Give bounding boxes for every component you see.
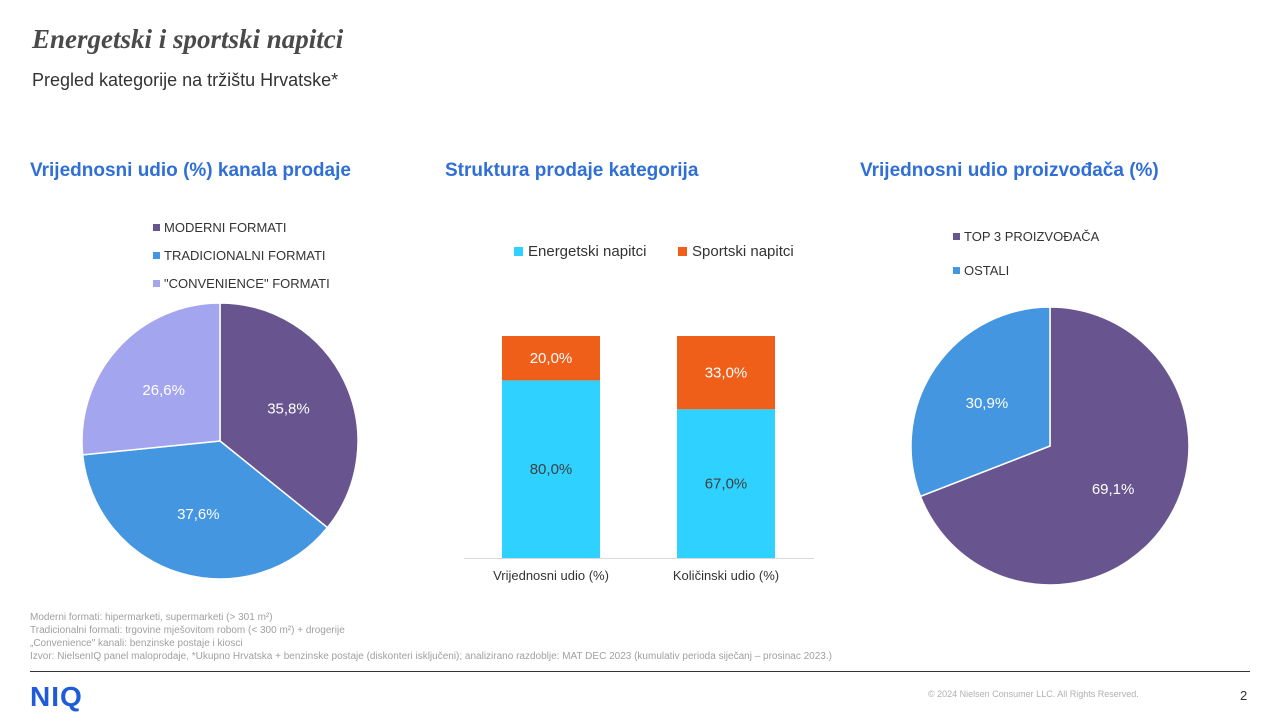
legend-label: TRADICIONALNI FORMATI xyxy=(164,248,326,263)
footnote-source: Izvor: NielsenIQ panel maloprodaje, *Uku… xyxy=(30,651,832,662)
page-title: Energetski i sportski napitci xyxy=(32,24,344,54)
legend-item-energetski: Energetski napitci xyxy=(514,243,646,260)
channel-share-slice-2 xyxy=(81,302,221,456)
footnote-moderni: Moderni formati: hipermarketi, supermark… xyxy=(30,612,273,623)
x-tick-label-0: Vrijednosni udio (%) xyxy=(493,568,609,583)
manufacturer-share-slice-label-1: 30,9% xyxy=(966,395,1009,412)
channel-share-slice-label-0: 35,8% xyxy=(267,400,310,417)
footnote-convenience: „Convenience" kanali: benzinske postaje … xyxy=(30,638,243,649)
legend-swatch xyxy=(153,224,160,231)
legend-label: TOP 3 PROIZVOĐAČA xyxy=(964,229,1100,244)
channel-share-slice-label-1: 37,6% xyxy=(177,506,220,523)
channel-share-slice-1 xyxy=(81,440,329,580)
channel-share-slice-0 xyxy=(219,302,359,529)
manufacturer-share-title: Vrijednosni udio proizvođača (%) xyxy=(860,160,1159,181)
legend-swatch xyxy=(153,252,160,259)
bar-0-series-1 xyxy=(502,336,600,381)
niq-logo: NIQ xyxy=(30,681,83,712)
bar-0-series-0 xyxy=(502,380,600,558)
legend-swatch xyxy=(953,233,960,240)
legend-label: OSTALI xyxy=(964,263,1010,278)
legend-label: Sportski napitci xyxy=(692,243,794,260)
bar-value-label-1-1: 33,0% xyxy=(705,365,748,382)
legend-swatch xyxy=(678,247,687,256)
bar-1-series-0 xyxy=(677,409,775,558)
page-subtitle: Pregled kategorije na tržištu Hrvatske* xyxy=(32,70,339,90)
legend-label: MODERNI FORMATI xyxy=(164,220,287,235)
footer-divider xyxy=(30,671,1250,672)
manufacturer-share-slice-label-0: 69,1% xyxy=(1092,481,1135,498)
legend-item-moderni: MODERNI FORMATI xyxy=(153,220,287,235)
copyright-notice: © 2024 Nielsen Consumer LLC. All Rights … xyxy=(928,689,1139,699)
bar-value-label-0-0: 80,0% xyxy=(530,461,573,478)
x-tick-label-1: Količinski udio (%) xyxy=(673,568,779,583)
page-number: 2 xyxy=(1240,688,1248,703)
legend-swatch xyxy=(153,280,160,287)
channel-share-slice-label-2: 26,6% xyxy=(142,382,185,399)
legend-item-ostali: OSTALI xyxy=(953,263,1009,278)
legend-item-sportski: Sportski napitci xyxy=(678,243,794,260)
category-structure-title: Struktura prodaje kategorija xyxy=(445,160,699,181)
bar-value-label-0-1: 20,0% xyxy=(530,350,573,367)
legend-label: Energetski napitci xyxy=(528,243,647,260)
legend-swatch xyxy=(953,267,960,274)
bar-1-series-1 xyxy=(677,336,775,410)
legend-label: "CONVENIENCE" FORMATI xyxy=(164,276,330,291)
footnote-tradicionalni: Tradicionalni formati: trgovine mješovit… xyxy=(30,625,345,636)
legend-item-convenience: "CONVENIENCE" FORMATI xyxy=(153,276,330,291)
manufacturer-share-slice-0 xyxy=(919,306,1190,586)
channel-share-title: Vrijednosni udio (%) kanala prodaje xyxy=(30,160,351,181)
legend-swatch xyxy=(514,247,523,256)
bar-value-label-1-0: 67,0% xyxy=(705,476,748,493)
legend-item-top3: TOP 3 PROIZVOĐAČA xyxy=(953,229,1099,244)
manufacturer-share-slice-1 xyxy=(910,306,1051,498)
legend-item-tradicionalni: TRADICIONALNI FORMATI xyxy=(153,248,326,263)
